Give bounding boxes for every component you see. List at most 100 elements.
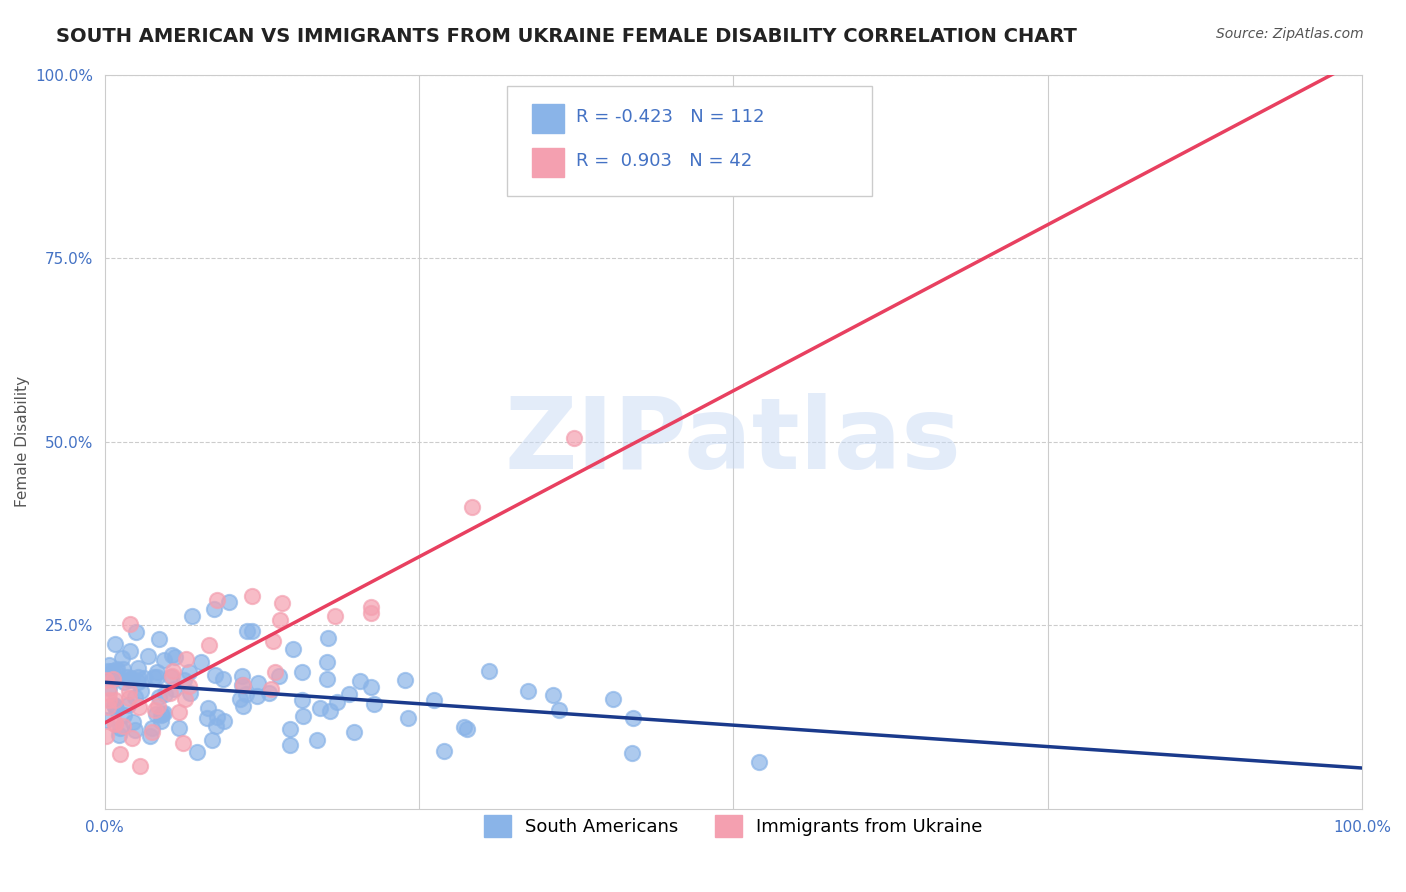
Immigrants from Ukraine — [121, 731, 143, 745]
Immigrants from Ukraine — [177, 680, 200, 694]
South Americans — [108, 721, 131, 735]
South Americans — [146, 670, 169, 684]
South Americans — [120, 671, 142, 685]
Immigrants from Ukraine — [94, 673, 117, 688]
Immigrants from Ukraine — [103, 717, 125, 731]
South Americans — [124, 625, 146, 640]
Immigrants from Ukraine — [112, 719, 135, 733]
South Americans — [423, 693, 446, 707]
South Americans — [162, 682, 184, 697]
South Americans — [456, 722, 478, 736]
South Americans — [236, 624, 259, 638]
South Americans — [107, 728, 129, 742]
South Americans — [97, 664, 120, 678]
South Americans — [396, 711, 419, 725]
South Americans — [201, 733, 224, 747]
FancyBboxPatch shape — [531, 103, 564, 133]
Immigrants from Ukraine — [118, 684, 141, 698]
South Americans — [143, 670, 166, 684]
South Americans — [291, 693, 314, 707]
Immigrants from Ukraine — [174, 652, 197, 666]
South Americans — [103, 698, 125, 712]
Immigrants from Ukraine — [98, 686, 121, 700]
South Americans — [179, 686, 201, 700]
South Americans — [349, 674, 371, 689]
South Americans — [127, 670, 149, 684]
South Americans — [280, 738, 302, 752]
South Americans — [291, 665, 314, 679]
South Americans — [117, 698, 139, 712]
South Americans — [281, 642, 304, 657]
Immigrants from Ukraine — [159, 685, 181, 699]
Immigrants from Ukraine — [97, 693, 120, 707]
Immigrants from Ukraine — [110, 747, 132, 761]
Text: R = -0.423   N = 112: R = -0.423 N = 112 — [576, 108, 765, 126]
Immigrants from Ukraine — [141, 725, 163, 739]
South Americans — [453, 720, 475, 734]
South Americans — [211, 673, 233, 687]
South Americans — [360, 680, 382, 694]
South Americans — [100, 665, 122, 680]
South Americans — [105, 665, 128, 679]
South Americans — [124, 723, 146, 737]
South Americans — [197, 711, 219, 725]
South Americans — [173, 673, 195, 688]
South Americans — [363, 697, 385, 711]
South Americans — [229, 691, 252, 706]
South Americans — [149, 707, 172, 722]
Immigrants from Ukraine — [323, 608, 346, 623]
South Americans — [153, 653, 176, 667]
South Americans — [231, 678, 253, 692]
Immigrants from Ukraine — [162, 664, 184, 678]
South Americans — [246, 675, 269, 690]
South Americans — [145, 707, 167, 722]
South Americans — [112, 674, 135, 689]
South Americans — [267, 669, 290, 683]
South Americans — [98, 658, 121, 673]
South Americans — [150, 714, 173, 728]
South Americans — [543, 688, 565, 702]
South Americans — [105, 702, 128, 716]
Immigrants from Ukraine — [160, 669, 183, 683]
FancyBboxPatch shape — [508, 86, 872, 195]
South Americans — [433, 744, 456, 758]
Immigrants from Ukraine — [172, 736, 194, 750]
South Americans — [186, 745, 208, 759]
South Americans — [111, 651, 134, 665]
South Americans — [167, 721, 190, 735]
Immigrants from Ukraine — [104, 692, 127, 706]
South Americans — [160, 648, 183, 662]
Immigrants from Ukraine — [146, 698, 169, 713]
South Americans — [112, 662, 135, 676]
Immigrants from Ukraine — [118, 617, 141, 632]
South Americans — [155, 687, 177, 701]
South Americans — [316, 632, 339, 646]
Immigrants from Ukraine — [174, 691, 197, 706]
South Americans — [97, 681, 120, 696]
South Americans — [153, 706, 176, 720]
South Americans — [124, 690, 146, 705]
South Americans — [177, 665, 200, 679]
Immigrants from Ukraine — [242, 589, 264, 603]
Legend: South Americans, Immigrants from Ukraine: South Americans, Immigrants from Ukraine — [477, 808, 990, 844]
South Americans — [205, 710, 228, 724]
South Americans — [292, 708, 315, 723]
Immigrants from Ukraine — [101, 672, 124, 686]
South Americans — [307, 733, 329, 747]
South Americans — [122, 714, 145, 729]
Immigrants from Ukraine — [169, 706, 191, 720]
Immigrants from Ukraine — [117, 690, 139, 705]
South Americans — [278, 722, 301, 736]
South Americans — [139, 729, 162, 743]
South Americans — [104, 637, 127, 651]
South Americans — [316, 655, 339, 669]
South Americans — [394, 673, 416, 687]
South Americans — [141, 722, 163, 736]
South Americans — [127, 674, 149, 689]
South Americans — [190, 655, 212, 669]
South Americans — [205, 719, 228, 733]
South Americans — [117, 670, 139, 684]
South Americans — [129, 684, 152, 698]
Immigrants from Ukraine — [263, 633, 285, 648]
South Americans — [516, 683, 538, 698]
